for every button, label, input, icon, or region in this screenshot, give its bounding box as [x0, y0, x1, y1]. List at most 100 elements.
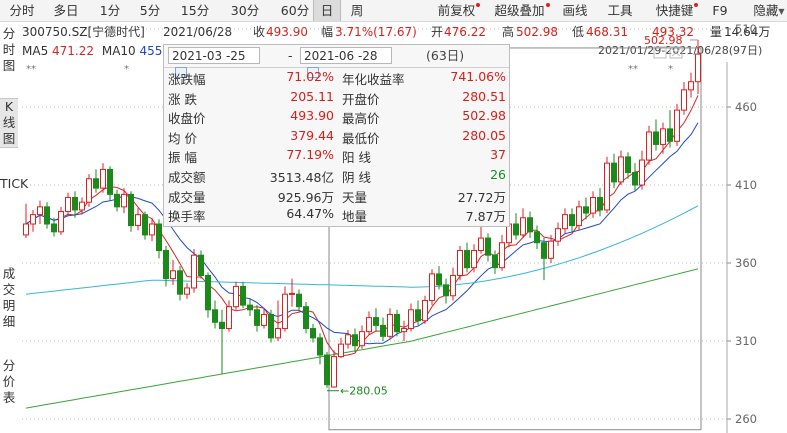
- date-separator: -: [288, 48, 293, 63]
- period-tab-multiday[interactable]: 多日: [53, 3, 79, 18]
- ma5-label: MA5: [22, 44, 49, 58]
- sidebar-item-price-table[interactable]: 分价表: [0, 358, 18, 406]
- calendar-icon[interactable]: [307, 67, 319, 78]
- red-dot-icon: [476, 3, 481, 7]
- period-tab-5min[interactable]: 5分: [139, 3, 161, 18]
- date-range-label: 2021/01/29-2021/06/28(97日): [598, 44, 763, 57]
- candle-body-down: [254, 309, 260, 326]
- volume-label: 量: [710, 25, 723, 39]
- candle-body-up: [387, 313, 393, 337]
- candle-body-down: [177, 270, 183, 295]
- period-tab-30min[interactable]: 30分: [230, 3, 260, 18]
- stat-label: 最高价: [342, 111, 380, 127]
- stat-label: 最低价: [342, 130, 380, 146]
- start-date-field[interactable]: 2021-03 -25: [168, 47, 260, 78]
- candle-body-up: [499, 242, 505, 269]
- stat-label: 阴 线: [342, 170, 371, 185]
- f9-button[interactable]: F9: [712, 3, 728, 18]
- candle-body-down: [541, 242, 547, 259]
- hotkey-label: 快捷键: [655, 3, 694, 18]
- candle-body-down: [464, 250, 470, 269]
- candle-body-down: [597, 196, 603, 211]
- low-annotation: ←280.05: [340, 385, 388, 398]
- hide-button[interactable]: 隐藏▼: [751, 0, 787, 21]
- candle-body-down: [72, 196, 78, 211]
- candle-body-up: [331, 356, 337, 388]
- candle-body-up: [590, 196, 596, 214]
- period-tab-15min[interactable]: 15分: [180, 3, 210, 18]
- chart-annotations: 502.98 ←280.05: [327, 34, 698, 398]
- candle-body-up: [639, 159, 645, 186]
- volume-value: 14.64万: [724, 25, 771, 39]
- end-date-field[interactable]: 2021-06 -28: [300, 47, 392, 78]
- candle-body-down: [198, 254, 204, 276]
- marker-star-icon: **: [26, 64, 36, 75]
- candle-body-up: [478, 237, 484, 252]
- candle-body-up: [618, 156, 624, 183]
- stat-label: 收盘价: [168, 111, 206, 127]
- candle-body-up: [576, 206, 582, 227]
- sidebar-item-kline-chart[interactable]: K线图: [0, 98, 18, 148]
- close-icon-cross: [671, 48, 681, 57]
- overlay-button[interactable]: 超级叠加: [488, 0, 556, 21]
- candle-body-up: [345, 334, 351, 345]
- period-tab-week[interactable]: 周: [350, 3, 364, 18]
- candle-body-down: [51, 223, 57, 233]
- candle-body-down: [632, 172, 638, 186]
- stat-value: 77.19%: [286, 147, 334, 163]
- selection-rect: [328, 47, 702, 431]
- stat-value: 205.11: [290, 88, 334, 104]
- candle-body-up: [149, 223, 155, 236]
- ma10-value: 455: [139, 44, 163, 58]
- candle-body-down: [114, 193, 120, 208]
- ma30-line: [25, 205, 699, 295]
- candle-body-up: [359, 331, 365, 347]
- candle-body-down: [240, 285, 246, 306]
- hide-label: 隐藏: [753, 3, 779, 18]
- candle-body-up: [191, 254, 197, 289]
- calendar-icon[interactable]: [175, 67, 187, 78]
- red-dot-icon: [694, 3, 699, 7]
- candle-body-up: [79, 201, 85, 211]
- high-label: 高: [502, 25, 515, 39]
- sidebar-item-minute-chart[interactable]: 分时图: [0, 26, 18, 74]
- ma60-line: [25, 268, 699, 409]
- hotkey-button[interactable]: 快捷键: [650, 0, 704, 21]
- period-tab-60min[interactable]: 60分: [280, 3, 310, 18]
- candle-body-up: [184, 287, 190, 295]
- stat-value: 379.44: [290, 127, 334, 143]
- candle-body-up: [401, 328, 407, 333]
- ma-legend: MA5 471.22 MA10 455: [22, 42, 162, 60]
- candle-body-up: [289, 292, 295, 295]
- sidebar-item-label: 分时图: [2, 26, 16, 73]
- close-icon: [669, 46, 683, 59]
- quote-info-row: 300750.SZ[宁德时代] 2021/06/28 收 493.90 幅 3.…: [0, 22, 787, 42]
- restore-icon: [653, 46, 667, 59]
- tools-button[interactable]: 工具: [607, 3, 633, 18]
- candle-body-up: [170, 270, 176, 280]
- stat-label: 涨跌幅: [168, 72, 206, 87]
- stat-value: 502.98: [462, 108, 506, 124]
- candle-body-down: [569, 214, 575, 227]
- stat-label: 换手率: [168, 209, 206, 225]
- period-tab-minute[interactable]: 分时: [9, 3, 35, 18]
- period-tab-1min[interactable]: 1分: [99, 3, 121, 18]
- adjust-toggle[interactable]: 前复权: [434, 0, 484, 21]
- candle-body-up: [23, 223, 29, 236]
- candle-body-up: [100, 168, 106, 189]
- candle-body-up: [366, 317, 372, 333]
- candle-body-up: [282, 293, 288, 330]
- marker-star-icon: *: [124, 64, 129, 75]
- candle-body-down: [527, 217, 533, 233]
- draw-line-button[interactable]: 画线: [562, 3, 588, 18]
- candle-body-up: [548, 240, 554, 259]
- stat-value: 64.47%: [286, 206, 334, 222]
- price-axis: 260 310 360 410 460 510: [726, 22, 757, 433]
- candle-body-down: [380, 324, 386, 337]
- sidebar-item-trade-detail[interactable]: 成交明细: [0, 266, 18, 330]
- stat-label: 阳 线: [342, 150, 371, 166]
- candle-body-down: [625, 156, 631, 174]
- candle-body-up: [338, 343, 344, 358]
- period-tab-day[interactable]: 日: [313, 0, 341, 21]
